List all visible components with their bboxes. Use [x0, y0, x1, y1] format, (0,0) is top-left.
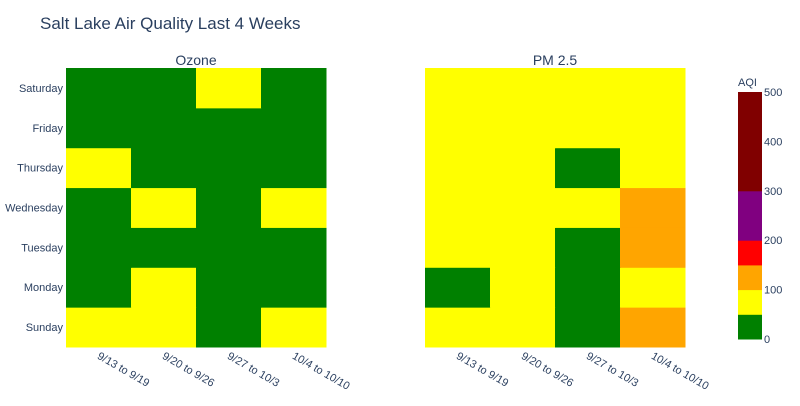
- colorbar-tick-label: 300: [764, 186, 782, 198]
- heatmap-cell: [555, 107, 621, 149]
- colorbar-tick-label: 200: [764, 235, 782, 247]
- colorbar-band: [738, 190, 762, 241]
- heatmap-cell: [425, 227, 491, 268]
- heatmap-cell: [66, 147, 132, 189]
- y-tick-label: Sunday: [26, 322, 64, 334]
- heatmap-cell: [261, 187, 327, 228]
- heatmap-cell: [131, 227, 197, 268]
- heatmap-cell: [490, 147, 556, 189]
- heatmap-cell: [490, 187, 556, 228]
- chart-title: Salt Lake Air Quality Last 4 Weeks: [40, 14, 300, 33]
- heatmap-cell: [261, 307, 327, 348]
- heatmap-panel-2: PM 2.5 9/13 to 9/19 9/20 to 9/26 9/27 to 10…: [425, 52, 711, 393]
- y-tick-label: Tuesday: [21, 242, 63, 254]
- heatmap-cell: [131, 68, 197, 109]
- colorbar-tick-label: 400: [764, 136, 782, 148]
- heatmap-cell: [196, 227, 262, 268]
- heatmap-cell: [66, 187, 132, 228]
- panel-title: Ozone: [175, 52, 216, 68]
- heatmap-cell: [425, 147, 491, 189]
- heatmap-cell: [131, 307, 197, 348]
- heatmap-cell: [620, 147, 686, 189]
- heatmap-cell: [261, 227, 327, 268]
- heatmap-cell: [131, 187, 197, 228]
- y-tick-label: Friday: [32, 123, 63, 135]
- x-tick-label: 10/4 to 10/10: [290, 350, 352, 393]
- heatmap-cell: [196, 187, 262, 228]
- heatmap-cell: [555, 68, 621, 109]
- heatmap-cell: [425, 267, 491, 308]
- heatmap-cell: [620, 187, 686, 228]
- heatmap-cell: [196, 147, 262, 189]
- heatmap-cell: [196, 267, 262, 308]
- heatmap-cell: [620, 307, 686, 348]
- colorbar-band: [738, 289, 762, 315]
- x-tick-label: 10/4 to 10/10: [649, 350, 711, 393]
- x-tick-label: 9/27 to 10/3: [584, 350, 640, 389]
- heatmap-cell: [620, 267, 686, 308]
- heatmap-cell: [555, 147, 621, 189]
- heatmap-cell: [261, 68, 327, 109]
- y-tick-label: Monday: [24, 282, 64, 294]
- colorbar-band: [738, 264, 762, 291]
- heatmap-cell: [261, 267, 327, 308]
- heatmap-cell: [66, 227, 132, 268]
- heatmap-cell: [131, 107, 197, 149]
- colorbar-band: [738, 92, 762, 192]
- panel-title: PM 2.5: [533, 52, 578, 68]
- x-tick-label: 9/13 to 9/19: [95, 350, 151, 389]
- colorbar-tick-label: 0: [764, 334, 770, 346]
- heatmap-cell: [555, 187, 621, 228]
- colorbar-tick-label: 500: [764, 87, 782, 99]
- heatmap-cell: [66, 307, 132, 348]
- heatmap-cell: [66, 68, 132, 109]
- heatmap-cell: [490, 68, 556, 109]
- heatmap-cell: [555, 227, 621, 268]
- heatmap-cell: [425, 68, 491, 109]
- y-tick-label: Saturday: [19, 83, 64, 95]
- x-tick-label: 9/20 to 9/26: [160, 350, 216, 389]
- heatmap-cell: [66, 267, 132, 308]
- heatmap-cell: [490, 107, 556, 149]
- heatmap-cell: [425, 307, 491, 348]
- heatmap-cell: [196, 68, 262, 109]
- heatmap-cell: [620, 227, 686, 268]
- heatmap-cell: [555, 307, 621, 348]
- colorbar-band: [738, 240, 762, 266]
- x-tick-label: 9/27 to 10/3: [225, 350, 281, 389]
- heatmap-cell: [490, 227, 556, 268]
- heatmap-cell: [196, 307, 262, 348]
- colorbar-tick-label: 100: [764, 285, 782, 297]
- y-tick-label: Thursday: [17, 163, 63, 175]
- heatmap-cell: [620, 68, 686, 109]
- y-tick-label: Wednesday: [5, 203, 63, 215]
- x-tick-label: 9/13 to 9/19: [454, 350, 510, 389]
- heatmap-cell: [555, 267, 621, 308]
- heatmap-cell: [425, 187, 491, 228]
- heatmap-cell: [620, 107, 686, 149]
- colorbar-band: [738, 314, 762, 340]
- heatmap-cell: [66, 107, 132, 149]
- heatmap-panel-1: Ozone Sunday Monday Tuesday Wednesday Thursda…: [5, 52, 352, 393]
- colorbar-title: AQI: [738, 77, 757, 89]
- heatmap-cell: [490, 307, 556, 348]
- heatmap-cell: [131, 147, 197, 189]
- heatmap-cell: [196, 107, 262, 149]
- heatmap-cell: [490, 267, 556, 308]
- x-tick-label: 9/20 to 9/26: [519, 350, 575, 389]
- heatmap-cell: [131, 267, 197, 308]
- heatmap-cell: [261, 147, 327, 189]
- heatmap-cell: [261, 107, 327, 149]
- heatmap-cell: [425, 107, 491, 149]
